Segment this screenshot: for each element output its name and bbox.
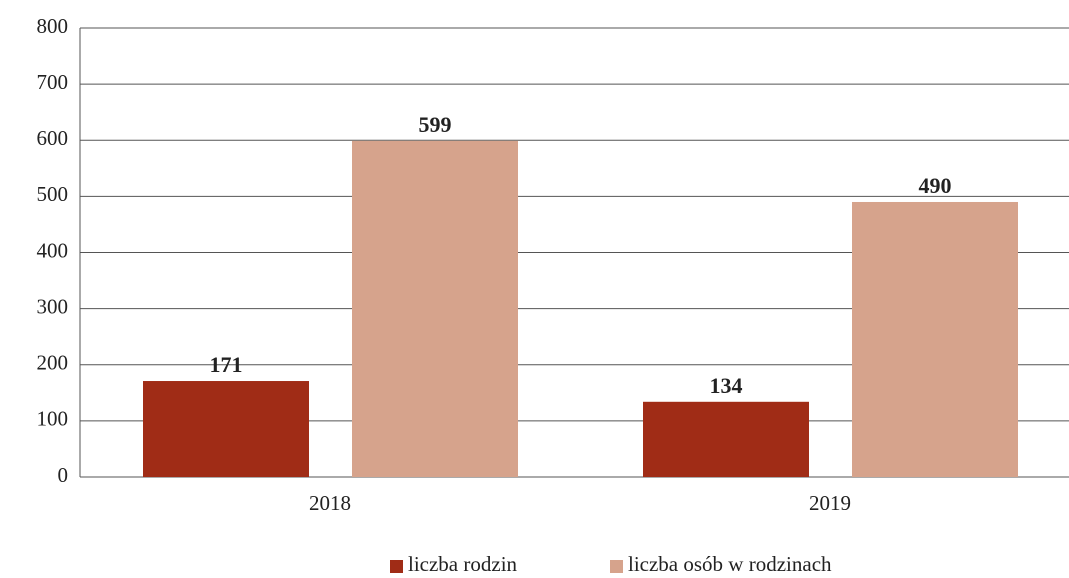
x-tick-label: 2018 <box>309 491 351 515</box>
y-tick-label: 200 <box>37 351 69 375</box>
y-tick-label: 300 <box>37 294 69 318</box>
bar <box>352 140 518 477</box>
y-tick-label: 500 <box>37 182 69 206</box>
bar <box>852 201 1018 478</box>
x-tick-label: 2019 <box>809 491 851 515</box>
legend-label: liczba osób w rodzinach <box>628 552 832 576</box>
legend-swatch <box>390 560 403 573</box>
value-label: 171 <box>210 352 243 377</box>
y-tick-label: 100 <box>37 407 69 431</box>
value-label: 134 <box>710 373 743 398</box>
y-tick-label: 800 <box>37 14 69 38</box>
y-tick-label: 400 <box>37 238 69 262</box>
y-tick-label: 600 <box>37 126 69 150</box>
legend-label: liczba rodzin <box>408 552 518 576</box>
y-tick-label: 0 <box>58 463 69 487</box>
y-tick-label: 700 <box>37 70 69 94</box>
value-label: 490 <box>919 173 952 198</box>
bar <box>143 381 309 477</box>
value-label: 599 <box>419 112 452 137</box>
bar <box>643 401 809 477</box>
legend-swatch <box>610 560 623 573</box>
